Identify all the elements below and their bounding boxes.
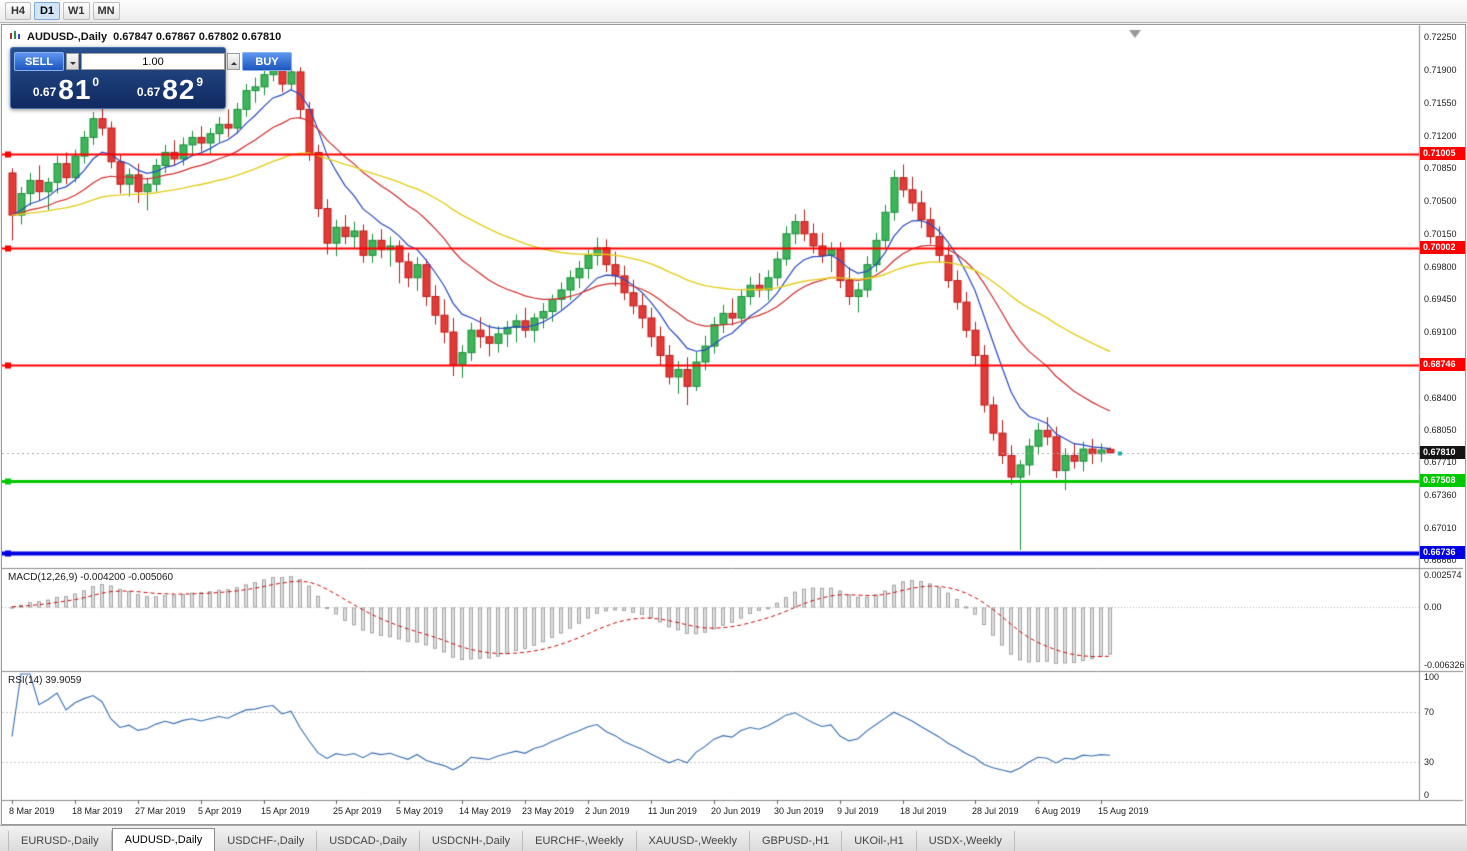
chart-title: AUDUSD-,Daily 0.67847 0.67867 0.67802 0.…: [10, 30, 281, 44]
chart-tab-eurusd-daily[interactable]: EURUSD-,Daily: [8, 831, 112, 851]
sell-price-prefix: 0.67: [32, 85, 57, 99]
sell-button[interactable]: SELL: [14, 52, 64, 71]
timeframe-button-h4[interactable]: H4: [5, 2, 31, 20]
chart-tab-usdcnh-daily[interactable]: USDCNH-,Daily: [420, 831, 524, 851]
volume-decrease-button[interactable]: [66, 53, 79, 70]
buy-price[interactable]: 0.67 82 9: [118, 74, 222, 105]
chart-tab-ukoil-h1[interactable]: UKOil-,H1: [842, 831, 917, 851]
sell-price-big: 81: [58, 74, 92, 105]
chart-tab-gbpusd-h1[interactable]: GBPUSD-,H1: [750, 831, 843, 851]
chart-window: 0.72250 0.71900 0.71550 0.71200 0.70850 0.705…: [1, 24, 1466, 825]
chart-tab-usdx-weekly[interactable]: USDX-,Weekly: [917, 831, 1015, 851]
chart-tab-usdchf-daily[interactable]: USDCHF-,Daily: [215, 831, 318, 851]
rsi-indicator-label: RSI(14) 39.9059: [8, 675, 82, 686]
timeframe-toolbar: H4 D1 W1 MN: [0, 0, 1467, 23]
timeframe-button-d1[interactable]: D1: [34, 2, 60, 20]
buy-price-pip: 9: [196, 75, 204, 89]
volume-input[interactable]: [81, 53, 225, 70]
volume-increase-button[interactable]: [227, 53, 240, 70]
buy-button[interactable]: BUY: [242, 52, 292, 71]
sell-price-pip: 0: [92, 75, 100, 89]
chart-tab-xauusd-weekly[interactable]: XAUUSD-,Weekly: [637, 831, 750, 851]
chart-tab-eurchf-weekly[interactable]: EURCHF-,Weekly: [523, 831, 637, 851]
timeframe-button-mn[interactable]: MN: [92, 2, 120, 20]
chart-tab-audusd-daily[interactable]: AUDUSD-,Daily: [111, 828, 216, 851]
sell-price[interactable]: 0.67 81 0: [14, 74, 118, 105]
chart-window-icon: [10, 30, 21, 44]
buy-price-prefix: 0.67: [136, 85, 161, 99]
price-chart-canvas[interactable]: [2, 25, 1463, 822]
chart-ohlc-label: 0.67847 0.67867 0.67802 0.67810: [113, 31, 282, 43]
chart-tab-bar: EURUSD-,Daily AUDUSD-,Daily USDCHF-,Daily U…: [0, 825, 1467, 851]
timeframe-button-w1[interactable]: W1: [63, 2, 90, 20]
chart-symbol-label: AUDUSD-,Daily: [27, 31, 108, 43]
macd-indicator-label: MACD(12,26,9) -0.004200 -0.005060: [8, 572, 174, 583]
one-click-trading-panel: SELL BUY 0.67 81 0 0.67 82 9: [10, 47, 292, 109]
buy-price-big: 82: [162, 74, 196, 105]
chart-tab-usdcad-daily[interactable]: USDCAD-,Daily: [317, 831, 420, 851]
